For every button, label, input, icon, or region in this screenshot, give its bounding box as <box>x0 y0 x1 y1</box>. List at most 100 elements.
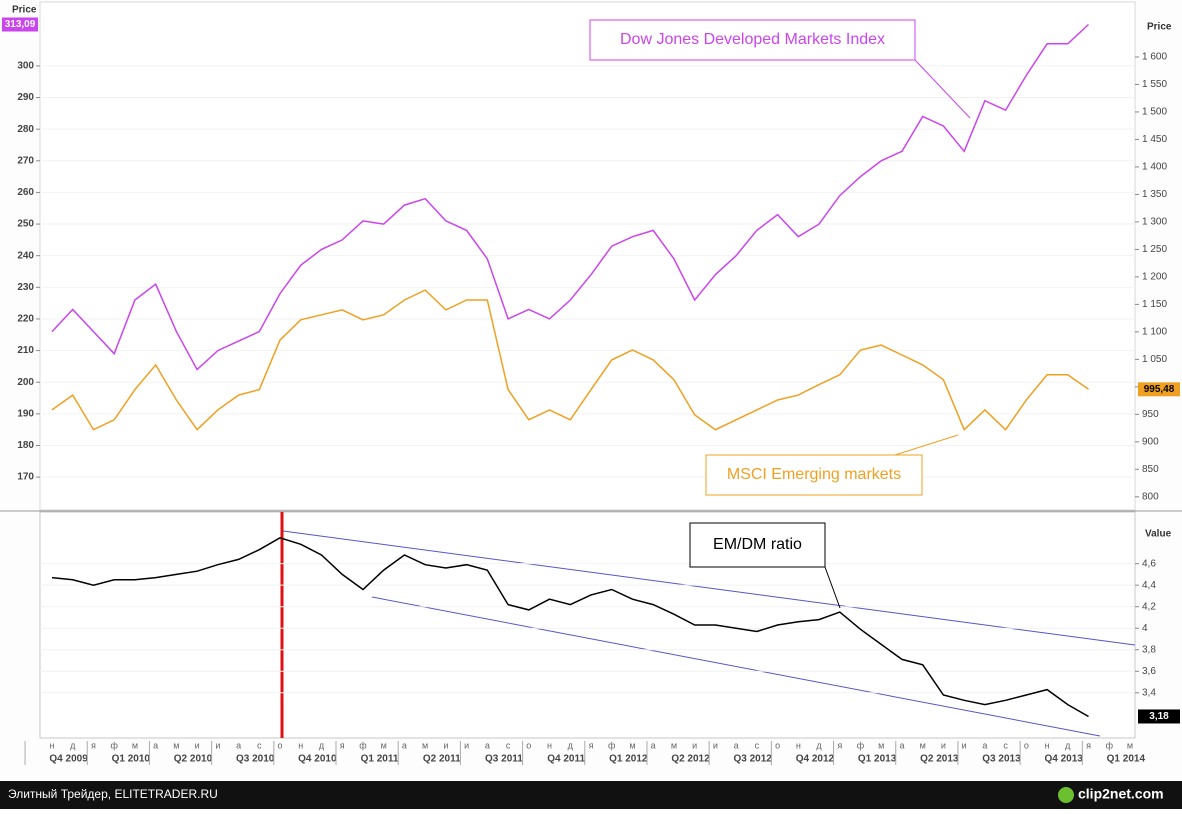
x-tick-label: и <box>692 740 697 750</box>
x-tick-label: а <box>899 740 904 750</box>
y-tick-label: 170 <box>17 472 34 483</box>
x-tick-label: а <box>236 740 241 750</box>
y-tick-label: 950 <box>1142 409 1159 420</box>
x-tick-label: и <box>195 740 200 750</box>
y-tick-label: 800 <box>1142 491 1159 502</box>
quarter-label: Q1 2013 <box>858 754 897 765</box>
callout-line <box>914 59 971 119</box>
x-tick-label: д <box>319 740 325 750</box>
quarter-label: Q4 2010 <box>298 754 337 765</box>
y-tick-label: 1 350 <box>1142 189 1167 200</box>
last-value-label: 995,48 <box>1144 384 1175 395</box>
x-tick-label: д <box>70 740 76 750</box>
y-tick-label: 1 150 <box>1142 299 1167 310</box>
y-tick-label: 190 <box>17 408 34 419</box>
quarter-label: Q2 2013 <box>920 754 959 765</box>
x-tick-label: я <box>91 740 96 750</box>
x-tick-label: и <box>215 740 220 750</box>
y-tick-label: 240 <box>17 250 34 261</box>
y-axis-title: Value <box>1145 529 1172 540</box>
x-tick-label: ф <box>1106 740 1114 750</box>
y-tick-label: 1 300 <box>1142 217 1167 228</box>
callout-line <box>824 566 841 609</box>
quarter-label: Q4 2009 <box>49 754 88 765</box>
y-tick-label: 1 250 <box>1142 244 1167 255</box>
callout-box <box>705 454 923 496</box>
last-value-label: 3,18 <box>1149 711 1169 722</box>
y-tick-label: 4,4 <box>1142 580 1156 591</box>
x-tick-label: а <box>734 740 739 750</box>
y-tick-label: 1 600 <box>1142 52 1167 63</box>
series-name: MSCI Emerging markets <box>727 466 901 483</box>
quarter-label: Q3 2011 <box>485 754 523 765</box>
x-tick-label: м <box>671 740 677 750</box>
x-tick-label: н <box>50 740 55 750</box>
x-tick-label: и <box>464 740 469 750</box>
y-tick-label: 200 <box>17 377 34 388</box>
x-tick-label: я <box>340 740 345 750</box>
x-tick-label: м <box>173 740 179 750</box>
x-tick-label: о <box>775 740 780 750</box>
x-tick-label: и <box>962 740 967 750</box>
x-tick-label: и <box>443 740 448 750</box>
x-tick-label: а <box>651 740 656 750</box>
x-tick-label: о <box>278 740 283 750</box>
last-value-box <box>2 17 38 32</box>
x-tick-label: ф <box>359 740 367 750</box>
y-tick-label: 4,2 <box>1142 601 1156 612</box>
x-tick-label: н <box>547 740 552 750</box>
x-tick-label: и <box>941 740 946 750</box>
x-tick-label: а <box>982 740 987 750</box>
y-tick-label: 1 050 <box>1142 354 1167 365</box>
x-tick-label: н <box>298 740 303 750</box>
last-value-box <box>1138 709 1180 724</box>
quarter-label: Q2 2012 <box>671 754 710 765</box>
y-axis-title: Price <box>12 5 37 16</box>
quarter-label: Q1 2014 <box>1107 754 1146 765</box>
trend-line <box>371 596 1101 737</box>
x-tick-label: д <box>1065 740 1071 750</box>
series-line <box>51 289 1089 431</box>
y-tick-label: 4 <box>1142 623 1148 634</box>
x-tick-label: о <box>526 740 531 750</box>
x-tick-label: я <box>1086 740 1091 750</box>
lower-panel <box>39 511 1136 739</box>
x-tick-label: с <box>1003 740 1008 750</box>
y-tick-label: 850 <box>1142 464 1159 475</box>
callout-box <box>589 19 916 61</box>
trend-line <box>282 530 1136 646</box>
x-tick-label: с <box>506 740 511 750</box>
x-tick-label: я <box>589 740 594 750</box>
y-tick-label: 270 <box>17 155 34 166</box>
footer-source: Элитный Трейдер, ELITETRADER.RU <box>8 787 218 801</box>
quarter-label: Q2 2010 <box>174 754 213 765</box>
y-tick-label: 290 <box>17 92 34 103</box>
y-tick-label: 3,4 <box>1142 687 1156 698</box>
callout-line <box>894 434 959 456</box>
y-tick-label: 300 <box>17 61 34 72</box>
quarter-label: Q1 2010 <box>112 754 151 765</box>
x-tick-label: с <box>755 740 760 750</box>
y-tick-label: 180 <box>17 440 34 451</box>
last-value-box <box>1138 382 1180 397</box>
y-tick-label: 1 450 <box>1142 134 1167 145</box>
x-tick-label: ф <box>110 740 118 750</box>
x-tick-label: м <box>920 740 926 750</box>
x-tick-label: д <box>568 740 574 750</box>
x-tick-label: н <box>796 740 801 750</box>
x-tick-label: д <box>816 740 822 750</box>
callout-box <box>689 522 826 568</box>
y-tick-label: 230 <box>17 282 34 293</box>
quarter-label: Q1 2012 <box>609 754 648 765</box>
x-tick-label: м <box>878 740 884 750</box>
x-tick-label: м <box>629 740 635 750</box>
y-tick-label: 260 <box>17 187 34 198</box>
x-tick-label: с <box>257 740 262 750</box>
series-line <box>51 23 1090 371</box>
footer-bar <box>0 781 1182 809</box>
y-tick-label: 1 550 <box>1142 79 1167 90</box>
x-tick-label: н <box>1045 740 1050 750</box>
brand-icon <box>1058 787 1074 803</box>
y-tick-label: 250 <box>17 219 34 230</box>
